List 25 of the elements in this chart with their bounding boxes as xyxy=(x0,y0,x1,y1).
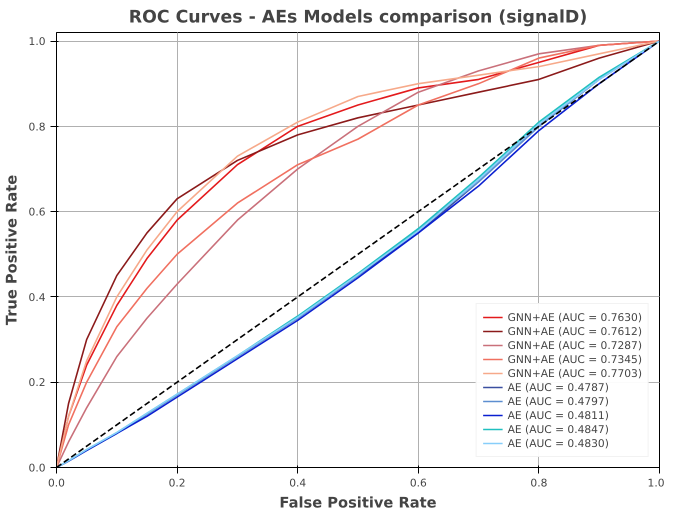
x-tick-label: 0.0 xyxy=(48,476,66,490)
legend-label: GNN+AE (AUC = 0.7287) xyxy=(508,338,642,352)
y-tick-label: 0.4 xyxy=(28,290,46,304)
y-axis-title: True Positive Rate xyxy=(4,174,21,326)
x-tick-label: 0.4 xyxy=(289,476,306,490)
legend-label: AE (AUC = 0.4830) xyxy=(508,436,609,450)
legend-label: GNN+AE (AUC = 0.7612) xyxy=(508,324,642,338)
legend-label: GNN+AE (AUC = 0.7630) xyxy=(508,310,642,324)
legend-label: AE (AUC = 0.4847) xyxy=(508,422,609,436)
legend-label: AE (AUC = 0.4797) xyxy=(508,394,609,408)
y-tick-label: 0.6 xyxy=(28,206,46,219)
y-tick-label: 0.0 xyxy=(28,462,46,474)
x-axis-title: False Positive Rate xyxy=(279,494,437,512)
legend-label: AE (AUC = 0.4787) xyxy=(508,380,609,394)
x-tick-label: 0.8 xyxy=(530,476,548,490)
chart-title: ROC Curves - AEs Models comparison (signalD) xyxy=(128,8,588,28)
x-tick-label: 0.2 xyxy=(168,476,186,490)
legend-label: GNN+AE (AUC = 0.7703) xyxy=(508,366,642,380)
legend-label: AE (AUC = 0.4811) xyxy=(508,408,609,422)
legend-label: GNN+AE (AUC = 0.7345) xyxy=(508,352,642,366)
x-tick-label: 0.6 xyxy=(410,476,427,490)
x-tick-label: 1.0 xyxy=(648,476,665,490)
y-tick-label: 1.0 xyxy=(28,35,46,48)
y-tick-label: 0.8 xyxy=(28,120,46,134)
y-tick-label: 0.2 xyxy=(28,376,46,390)
